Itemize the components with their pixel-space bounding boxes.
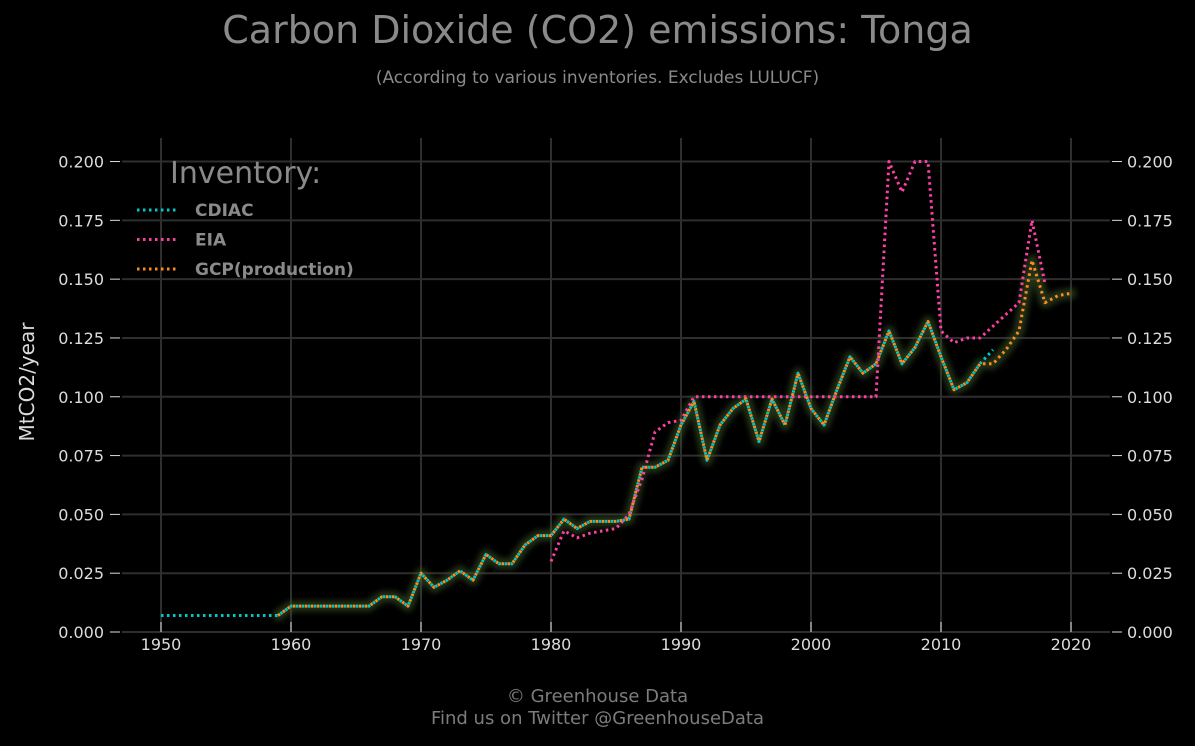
- x-tick-label: 2020: [1051, 635, 1092, 654]
- y-tick-label-right: 0.100: [1127, 388, 1173, 407]
- y-tick-label-left: 0.000: [58, 623, 104, 642]
- y-tick-label-left: 0.050: [58, 505, 104, 524]
- series-glow: [272, 254, 1077, 621]
- x-tick-label: 2010: [921, 635, 962, 654]
- y-tick-label-right: 0.175: [1127, 211, 1173, 230]
- chart-subtitle: (According to various inventories. Exclu…: [375, 68, 820, 88]
- chart-title: Carbon Dioxide (CO2) emissions: Tonga: [222, 8, 973, 52]
- y-tick-label-left: 0.125: [58, 329, 104, 348]
- x-tick-label: 1970: [401, 635, 442, 654]
- y-tick-label-left: 0.075: [58, 447, 104, 466]
- y-tick-label-right: 0.025: [1127, 564, 1173, 583]
- y-tick-label-right: 0.050: [1127, 505, 1173, 524]
- legend: Inventory: CDIAC EIA GCP(production): [137, 156, 354, 280]
- y-tick-label-left: 0.175: [58, 211, 104, 230]
- y-tick-label-left: 0.200: [58, 153, 104, 172]
- y-tick-label-left: 0.025: [58, 564, 104, 583]
- x-tick-label: 1980: [531, 635, 572, 654]
- y-tick-label-right: 0.200: [1127, 153, 1173, 172]
- series-line-eia: [549, 160, 1047, 562]
- legend-title: Inventory:: [170, 156, 321, 191]
- legend-label-eia: EIA: [195, 231, 227, 251]
- y-tick-label-left: 0.100: [58, 388, 104, 407]
- x-tick-label: 2000: [791, 635, 832, 654]
- y-tick-label-right: 0.000: [1127, 623, 1173, 642]
- footer-twitter: Find us on Twitter @GreenhouseData: [430, 708, 765, 729]
- series-line-gcp-production: [277, 258, 1072, 617]
- axes: 1950 1960 1970 1980 1990 2000 2010 2020 0.000 0.0…: [58, 153, 1173, 654]
- y-tick-label-right: 0.125: [1127, 329, 1173, 348]
- x-tick-label: 1990: [661, 635, 702, 654]
- footer-credit: © Greenhouse Data: [506, 686, 689, 707]
- legend-label-cdiac: CDIAC: [195, 201, 254, 221]
- y-tick-label-right: 0.150: [1127, 270, 1173, 289]
- grid: [122, 138, 1110, 633]
- legend-label-gcp-production: GCP(production): [195, 260, 354, 280]
- series-line-cdiac: [161, 320, 995, 617]
- x-tick-label: 1960: [271, 635, 312, 654]
- y-tick-label-left: 0.150: [58, 270, 104, 289]
- y-tick-label-right: 0.075: [1127, 447, 1173, 466]
- x-tick-label: 1950: [141, 635, 182, 654]
- gcp-series-glow: [272, 254, 1077, 621]
- series-lines: [161, 160, 1072, 617]
- y-axis-label: MtCO2/year: [15, 322, 39, 442]
